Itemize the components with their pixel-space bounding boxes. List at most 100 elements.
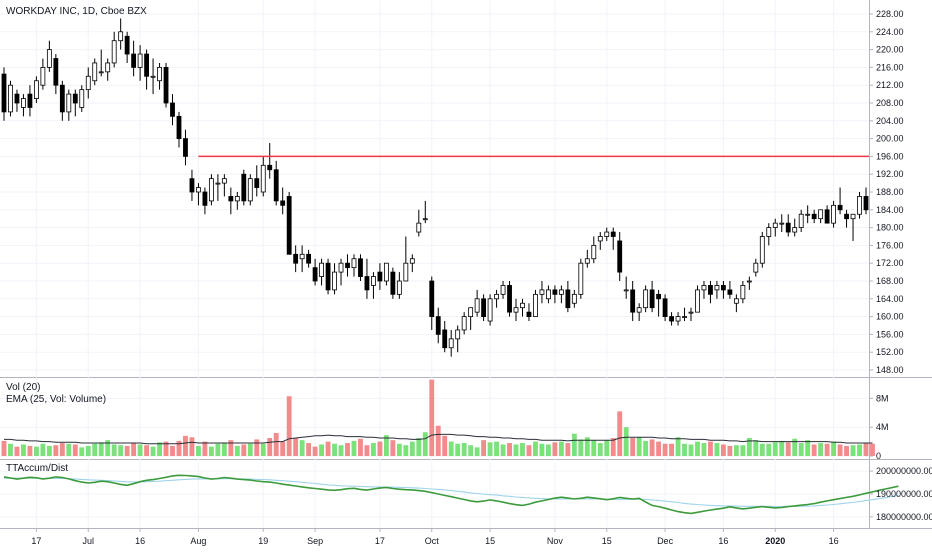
volume-pane-title: Vol (20) — [6, 382, 40, 393]
volume-bar — [183, 435, 188, 456]
candle-down — [254, 178, 260, 188]
volume-bar — [695, 441, 700, 456]
volume-bar — [53, 445, 59, 456]
candle-up — [21, 98, 26, 108]
volume-bar — [21, 444, 26, 456]
volume-bar — [33, 446, 39, 456]
volume-bar — [545, 444, 551, 456]
volume-bar — [818, 443, 824, 456]
candle-down — [293, 253, 299, 264]
candle-up — [604, 231, 610, 237]
volume-bar — [377, 441, 383, 456]
volume-bar — [487, 442, 493, 456]
time-tick-label: 17 — [31, 536, 41, 546]
volume-bar — [675, 437, 681, 456]
volume-bar — [682, 443, 687, 456]
candle-up — [461, 316, 467, 331]
volume-bar — [306, 443, 312, 456]
volume-bar — [79, 447, 85, 456]
candle-up — [636, 307, 642, 313]
volume-bar — [636, 437, 642, 456]
candle-down — [183, 138, 188, 157]
volume-bar — [656, 441, 662, 456]
volume-tick-label: 8M — [876, 393, 889, 403]
volume-bar — [72, 444, 78, 456]
volume-bar — [461, 443, 467, 456]
volume-bar — [662, 443, 668, 456]
volume-bar — [831, 441, 837, 456]
time-tick-label: 2020 — [765, 536, 785, 546]
volume-bar — [604, 440, 610, 456]
volume-bar — [293, 438, 299, 456]
volume-bar — [500, 444, 506, 456]
candle-up — [571, 293, 577, 304]
volume-bar — [196, 445, 201, 456]
volume-bar — [688, 444, 694, 456]
candle-up — [137, 53, 143, 68]
volume-bar — [150, 446, 156, 456]
candle-down — [481, 298, 487, 317]
candle-up — [759, 236, 765, 264]
candle-down — [163, 67, 169, 104]
candle-up — [221, 178, 227, 184]
candle-up — [215, 182, 221, 185]
volume-bar — [221, 443, 227, 456]
volume-bar — [325, 441, 331, 456]
candle-up — [623, 289, 629, 292]
volume-bar — [753, 440, 759, 456]
candle-down — [358, 258, 363, 277]
volume-tick-label: 4M — [876, 422, 889, 432]
candle-up — [299, 253, 305, 260]
volume-bar — [643, 440, 649, 456]
volume-bar — [772, 442, 778, 456]
volume-bar — [299, 440, 305, 456]
candle-up — [332, 271, 337, 291]
volume-bar — [267, 438, 273, 456]
volume-bar — [442, 435, 448, 456]
candle-down — [124, 35, 130, 55]
volume-bar — [733, 445, 739, 456]
price-tick-label: 152.00 — [876, 347, 904, 357]
accum-dist-title: TTAccum/Dist — [6, 463, 68, 474]
volume-bar — [474, 447, 480, 456]
candle-up — [779, 222, 785, 225]
volume-bar — [759, 443, 765, 456]
candle-down — [565, 289, 571, 309]
volume-bar — [215, 443, 221, 456]
candle-up — [695, 289, 700, 313]
accum-dist-line — [3, 474, 899, 515]
candle-up — [8, 84, 13, 113]
volume-bar — [163, 441, 169, 456]
candle-down — [669, 316, 674, 322]
candle-up — [455, 329, 461, 340]
time-tick-label: 15 — [485, 536, 495, 546]
time-tick-label: Sep — [307, 536, 323, 546]
candle-up — [597, 236, 603, 242]
volume-ema-label: EMA (25, Vol: Volume) — [6, 394, 106, 405]
accum-tick-label: 200000000.00 — [876, 466, 932, 476]
volume-bar — [837, 444, 843, 456]
candle-down — [662, 298, 668, 317]
volume-bar — [623, 427, 629, 456]
volume-bar — [85, 445, 91, 456]
volume-bar — [610, 438, 616, 456]
accum-tick-label: 180000000.00 — [876, 512, 932, 522]
candle-down — [131, 53, 137, 68]
candle-up — [558, 289, 564, 295]
price-tick-label: 188.00 — [876, 187, 904, 197]
candle-down — [267, 164, 273, 171]
volume-bar — [1, 440, 7, 456]
candle-up — [396, 280, 402, 295]
volume-bar — [14, 446, 20, 456]
volume-bar — [170, 445, 175, 456]
volume-bar — [8, 443, 13, 456]
volume-bar — [720, 444, 726, 456]
candle-up — [733, 298, 739, 304]
volume-bar — [571, 433, 577, 456]
price-tick-label: 216.00 — [876, 62, 904, 72]
price-tick-label: 220.00 — [876, 45, 904, 55]
candle-up — [805, 213, 811, 216]
candle-up — [818, 209, 824, 220]
time-tick-label: Jul — [82, 536, 94, 546]
candle-down — [241, 173, 247, 202]
